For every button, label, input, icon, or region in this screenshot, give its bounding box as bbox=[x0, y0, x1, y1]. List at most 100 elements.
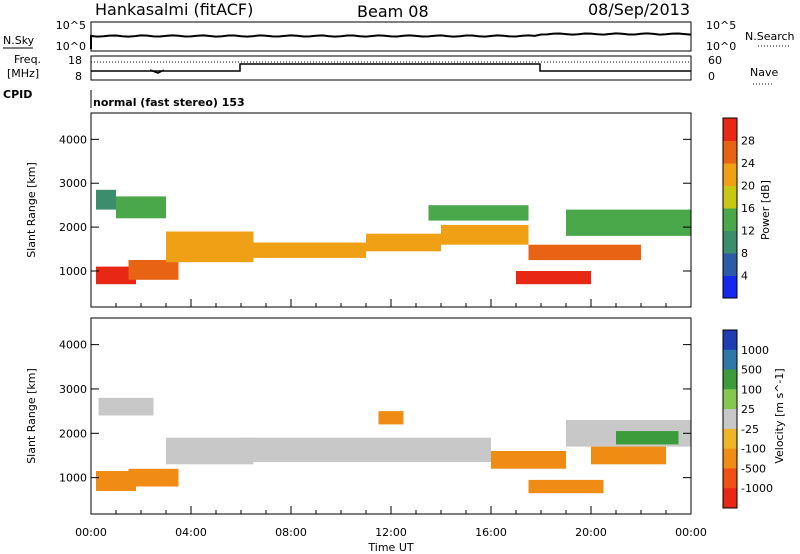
x-tick-label-3: 12:00 bbox=[375, 526, 407, 539]
velocity-colorbar-cell-7 bbox=[723, 468, 737, 489]
power-band-5 bbox=[241, 242, 366, 258]
velocity-ytick-label-1: 2000 bbox=[59, 427, 87, 440]
power-colorbar-tick-5: 24 bbox=[741, 157, 755, 170]
power-ytick-label-3: 4000 bbox=[59, 133, 87, 146]
pow-tick-right-hi: 10^5 bbox=[706, 19, 736, 32]
velocity-band-10 bbox=[616, 431, 679, 445]
power-band-3 bbox=[116, 196, 166, 219]
x-axis-label: Time UT bbox=[367, 541, 413, 554]
nave-tick-hi: 60 bbox=[708, 54, 722, 67]
velocity-band-5 bbox=[378, 411, 404, 425]
velocity-colorbar-tick-4: -25 bbox=[741, 423, 759, 436]
velocity-band-9 bbox=[591, 446, 666, 465]
power-ylabel: Slant Range [km] bbox=[25, 162, 38, 258]
x-tick-label-1: 04:00 bbox=[175, 526, 207, 539]
velocity-colorbar-cell-5 bbox=[723, 428, 737, 450]
nave-label: Nave bbox=[750, 66, 778, 79]
power-ytick-label-0: 1000 bbox=[59, 265, 87, 278]
power-heatmap bbox=[96, 189, 691, 285]
freq-strip bbox=[90, 55, 692, 81]
pow-tick-right-lo: 10^0 bbox=[706, 40, 736, 53]
power-band-11 bbox=[566, 209, 691, 236]
power-colorbar-cell-6 bbox=[723, 140, 737, 164]
station-title: Hankasalmi (fitACF) bbox=[95, 0, 253, 19]
velocity-axes: 1000 2000 3000 4000 bbox=[59, 339, 692, 514]
x-tick-label-4: 16:00 bbox=[475, 526, 507, 539]
velocity-colorbar-tick-3: 25 bbox=[741, 403, 755, 416]
nsearch-label: N.Search bbox=[745, 30, 795, 43]
power-colorbar-cell-3 bbox=[723, 208, 737, 231]
velocity-colorbar-tick-2: 100 bbox=[741, 383, 762, 396]
power-ytick-label-2: 3000 bbox=[59, 177, 87, 190]
beam-title: Beam 08 bbox=[357, 2, 429, 21]
pow-tick-left-lo: 10^0 bbox=[56, 40, 86, 53]
velocity-colorbar-label: Velocity [m s^-1] bbox=[773, 368, 786, 463]
power-band-0 bbox=[96, 266, 136, 285]
velocity-colorbar-cell-2 bbox=[723, 369, 737, 390]
freq-unit-label: [MHz] bbox=[7, 67, 39, 80]
velocity-colorbar-cell-0 bbox=[723, 330, 737, 351]
velocity-ytick-label-2: 3000 bbox=[59, 383, 87, 396]
power-colorbar-tick-6: 28 bbox=[741, 135, 755, 148]
velocity-band-4 bbox=[241, 437, 491, 463]
x-tick-label-0: 00:00 bbox=[75, 526, 107, 539]
power-colorbar: 4 8 12 16 20 24 28 bbox=[722, 117, 755, 299]
velocity-band-2 bbox=[98, 397, 154, 416]
date-title: 08/Sep/2013 bbox=[588, 0, 690, 19]
velocity-ytick-label-3: 4000 bbox=[59, 339, 87, 352]
x-tick-label-6: 00:00 bbox=[675, 526, 707, 539]
freq-tick-hi: 18 bbox=[68, 54, 82, 67]
velocity-band-3 bbox=[166, 437, 254, 465]
velocity-colorbar-tick-0: 1000 bbox=[741, 344, 769, 357]
power-band-1 bbox=[128, 260, 179, 280]
power-band-4 bbox=[166, 231, 254, 263]
cpid-value: normal (fast stereo) 153 bbox=[93, 96, 245, 109]
velocity-band-7 bbox=[528, 479, 604, 494]
power-colorbar-label: Power [dB] bbox=[759, 180, 772, 240]
freq-glitch bbox=[149, 69, 165, 74]
power-colorbar-tick-0: 4 bbox=[741, 270, 748, 283]
freq-tick-lo: 8 bbox=[75, 70, 82, 83]
velocity-colorbar-tick-1: 500 bbox=[741, 364, 762, 377]
x-axis: 00:00 04:00 08:00 12:00 16:00 20:00 00:00 bbox=[75, 526, 707, 539]
velocity-band-6 bbox=[491, 451, 566, 469]
power-colorbar-tick-3: 16 bbox=[741, 202, 755, 215]
power-colorbar-cell-0 bbox=[723, 275, 737, 299]
power-axes: 1000 2000 3000 4000 bbox=[59, 133, 692, 307]
velocity-colorbar-cell-6 bbox=[723, 448, 737, 469]
power-band-7 bbox=[441, 224, 529, 245]
power-band-9 bbox=[516, 271, 591, 285]
power-colorbar-tick-4: 20 bbox=[741, 180, 755, 193]
nsky-label: N.Sky bbox=[3, 34, 35, 47]
power-colorbar-cell-7 bbox=[723, 118, 737, 141]
velocity-ytick-label-0: 1000 bbox=[59, 472, 87, 485]
power-band-6 bbox=[366, 233, 441, 252]
pow-tick-left-hi: 10^5 bbox=[56, 19, 86, 32]
velocity-band-1 bbox=[128, 468, 179, 487]
velocity-ylabel: Slant Range [km] bbox=[25, 368, 38, 464]
velocity-colorbar-frame bbox=[722, 329, 738, 509]
velocity-colorbar-cell-8 bbox=[723, 488, 737, 509]
freq-line bbox=[91, 63, 691, 72]
velocity-colorbar-tick-5: -100 bbox=[741, 443, 766, 456]
power-band-2 bbox=[96, 189, 116, 210]
x-tick-label-2: 08:00 bbox=[275, 526, 307, 539]
nsky-line bbox=[90, 32, 692, 49]
velocity-band-0 bbox=[96, 471, 136, 491]
power-colorbar-cell-1 bbox=[723, 253, 737, 276]
power-colorbar-cell-4 bbox=[723, 185, 737, 209]
velocity-colorbar-cell-4 bbox=[723, 409, 737, 430]
power-colorbar-tick-2: 12 bbox=[741, 225, 755, 238]
power-colorbar-cell-5 bbox=[723, 163, 737, 186]
power-colorbar-frame bbox=[722, 117, 738, 299]
power-colorbar-cell-2 bbox=[723, 230, 737, 254]
power-ytick-label-1: 2000 bbox=[59, 221, 87, 234]
velocity-colorbar-tick-7: -1000 bbox=[741, 482, 773, 495]
power-band-8 bbox=[428, 205, 529, 221]
power-colorbar-tick-1: 8 bbox=[741, 247, 748, 260]
nave-tick-lo: 0 bbox=[708, 70, 715, 83]
velocity-heatmap bbox=[96, 397, 691, 494]
x-tick-label-5: 20:00 bbox=[575, 526, 607, 539]
velocity-colorbar-cell-3 bbox=[723, 389, 737, 410]
